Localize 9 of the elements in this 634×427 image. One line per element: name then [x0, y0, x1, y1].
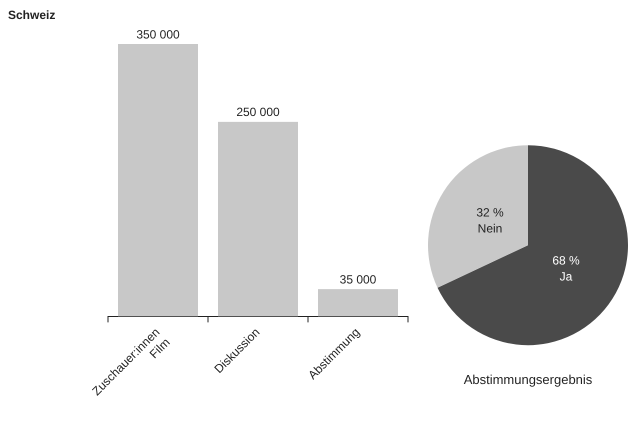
data-label: 350 000: [136, 27, 180, 42]
data-label: 32 %: [476, 205, 504, 220]
data-label: 35 000: [340, 272, 377, 286]
data-label: 68 %: [552, 254, 580, 268]
data-label: 250 000: [236, 105, 280, 120]
text: Abstimmungsergebnis: [464, 372, 593, 387]
slice-label: Ja: [560, 270, 573, 284]
slice-label: Nein: [478, 221, 502, 236]
chart-title: Schweiz: [8, 8, 56, 22]
